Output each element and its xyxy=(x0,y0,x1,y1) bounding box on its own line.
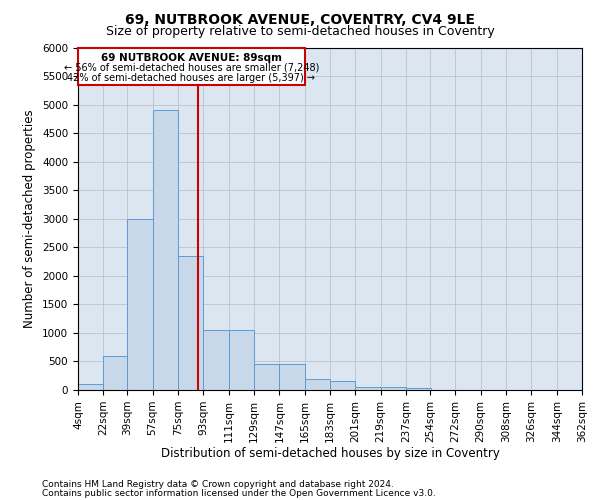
Bar xyxy=(78,384,103,390)
Bar xyxy=(178,256,203,390)
Text: 69, NUTBROOK AVENUE, COVENTRY, CV4 9LE: 69, NUTBROOK AVENUE, COVENTRY, CV4 9LE xyxy=(125,12,475,26)
Text: Contains HM Land Registry data © Crown copyright and database right 2024.: Contains HM Land Registry data © Crown c… xyxy=(42,480,394,489)
FancyBboxPatch shape xyxy=(78,48,305,84)
Bar xyxy=(380,387,406,390)
Bar xyxy=(355,387,380,390)
Text: 69 NUTBROOK AVENUE: 89sqm: 69 NUTBROOK AVENUE: 89sqm xyxy=(101,52,282,62)
Bar xyxy=(305,378,330,390)
Bar xyxy=(330,382,355,390)
Bar xyxy=(254,364,280,390)
Bar xyxy=(406,388,431,390)
Bar xyxy=(229,330,254,390)
Text: Contains public sector information licensed under the Open Government Licence v3: Contains public sector information licen… xyxy=(42,489,436,498)
X-axis label: Distribution of semi-detached houses by size in Coventry: Distribution of semi-detached houses by … xyxy=(161,448,499,460)
Y-axis label: Number of semi-detached properties: Number of semi-detached properties xyxy=(23,110,37,328)
Text: ← 56% of semi-detached houses are smaller (7,248): ← 56% of semi-detached houses are smalle… xyxy=(64,62,319,72)
Bar xyxy=(203,330,229,390)
Bar xyxy=(103,356,128,390)
Bar xyxy=(152,110,178,390)
Bar xyxy=(280,364,305,390)
Bar xyxy=(127,219,152,390)
Text: Size of property relative to semi-detached houses in Coventry: Size of property relative to semi-detach… xyxy=(106,25,494,38)
Text: 42% of semi-detached houses are larger (5,397) →: 42% of semi-detached houses are larger (… xyxy=(67,72,316,83)
